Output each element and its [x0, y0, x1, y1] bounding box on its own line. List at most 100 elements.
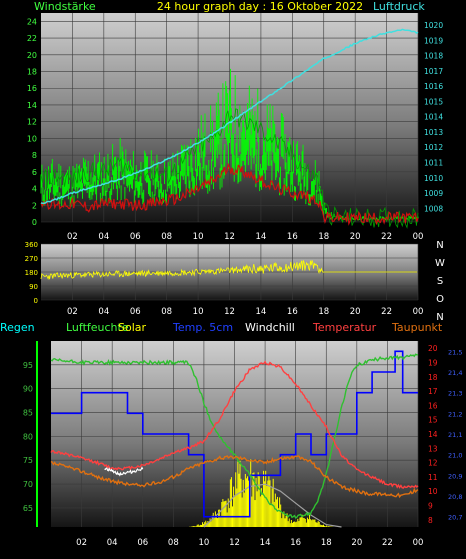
pressure-line — [40, 28, 419, 204]
legend-temperatur: Temperatur — [312, 321, 377, 334]
x-tick-label-2-10: 10 — [199, 538, 210, 548]
compass-label-0: N — [436, 240, 443, 251]
x-tick-label-1-04: 04 — [98, 307, 109, 317]
temperatur-line — [50, 360, 419, 489]
x-tick-label-0-08: 08 — [161, 232, 172, 242]
data-series — [40, 28, 419, 528]
compass-label-1: W — [435, 258, 445, 269]
x-tick-label-0-10: 10 — [193, 232, 204, 242]
legend-windchill: Windchill — [245, 321, 295, 334]
x-tick-label-0-12: 12 — [224, 232, 235, 242]
x-tick-label-0-20: 20 — [350, 232, 361, 242]
wind-axis-label: Windstärke — [34, 0, 96, 13]
wind-tick-0: 0 — [32, 218, 37, 227]
temp5cm-tick-21.1: 21,1 — [448, 431, 462, 439]
wind-tick-16: 16 — [27, 84, 37, 93]
compass-label-4: N — [436, 312, 443, 323]
humidity-line — [50, 353, 418, 519]
x-tick-label-1-22: 22 — [381, 307, 392, 317]
temperature-tick-12: 12 — [428, 459, 438, 468]
x-tick-label-2-14: 14 — [260, 538, 271, 548]
x-tick-label-1-16: 16 — [287, 307, 298, 317]
pressure-tick-1020: 1020 — [424, 21, 443, 30]
temp5cm-tick-21.5: 21,5 — [448, 348, 462, 356]
temperature-tick-13: 13 — [428, 444, 438, 453]
x-tick-label-0-22: 22 — [381, 232, 392, 242]
temperature-tick-15: 15 — [428, 416, 438, 425]
x-tick-label-2-12: 12 — [229, 538, 240, 548]
wind-gust-line — [40, 108, 419, 229]
temperature-tick-14: 14 — [428, 430, 438, 439]
x-tick-label-1-10: 10 — [193, 307, 204, 317]
pressure-tick-1018: 1018 — [424, 52, 443, 61]
wind-tick-12: 12 — [27, 118, 37, 127]
x-tick-label-0-06: 06 — [130, 232, 141, 242]
wind-tick-10: 10 — [27, 134, 37, 143]
pressure-axis-label: Luftdruck — [373, 0, 425, 13]
x-tick-label-2-22: 22 — [382, 538, 393, 548]
pressure-tick-1011: 1011 — [424, 159, 443, 168]
x-tick-label-2-04: 04 — [107, 538, 118, 548]
pressure-tick-1016: 1016 — [424, 82, 443, 91]
wind-tick-6: 6 — [32, 168, 37, 177]
temperature-tick-11: 11 — [428, 473, 438, 482]
x-tick-label-0-02: 02 — [67, 232, 78, 242]
temp5cm-line — [51, 350, 418, 518]
solar-theoretical-line — [203, 483, 342, 528]
wind-tick-20: 20 — [27, 51, 37, 60]
direction-tick-90: 90 — [29, 283, 38, 291]
pressure-tick-1019: 1019 — [424, 36, 443, 45]
x-tick-label-2-18: 18 — [321, 538, 332, 548]
x-tick-label-0-00: 00 — [413, 232, 424, 242]
pressure-tick-1008: 1008 — [424, 204, 443, 213]
pressure-tick-1014: 1014 — [424, 113, 443, 122]
humidity-tick-90: 90 — [23, 385, 33, 394]
x-tick-label-2-20: 20 — [351, 538, 362, 548]
temp5cm-tick-21.2: 21,2 — [448, 410, 462, 418]
compass-label-3: O — [436, 294, 444, 305]
temperature-tick-10: 10 — [428, 487, 438, 496]
direction-tick-270: 270 — [25, 255, 38, 263]
x-tick-label-0-04: 04 — [98, 232, 109, 242]
pressure-tick-1010: 1010 — [424, 174, 443, 183]
x-tick-label-0-14: 14 — [256, 232, 267, 242]
x-tick-label-2-08: 08 — [168, 538, 179, 548]
taupunkt-line — [50, 455, 419, 499]
x-tick-label-1-02: 02 — [67, 307, 78, 317]
humidity-tick-70: 70 — [23, 480, 33, 489]
wind-tick-22: 22 — [27, 34, 37, 43]
x-tick-label-2-00: 00 — [413, 538, 424, 548]
temperature-tick-18: 18 — [428, 373, 438, 382]
x-tick-label-2-06: 06 — [137, 538, 148, 548]
temp5cm-tick-20.9: 20,9 — [448, 472, 462, 480]
x-tick-label-1-00: 00 — [413, 307, 424, 317]
pressure-tick-1015: 1015 — [424, 97, 443, 106]
x-tick-label-1-20: 20 — [350, 307, 361, 317]
x-tick-label-0-18: 18 — [318, 232, 329, 242]
temp5cm-tick-20.7: 20,7 — [448, 514, 462, 522]
direction-tick-360: 360 — [25, 241, 38, 249]
wind-tick-4: 4 — [32, 185, 37, 194]
wind-tick-24: 24 — [27, 17, 37, 26]
direction-tick-0: 0 — [34, 297, 38, 305]
temperature-tick-8: 8 — [428, 516, 433, 525]
temp5cm-tick-21.4: 21,4 — [448, 369, 462, 377]
humidity-tick-65: 65 — [23, 504, 33, 513]
temp5cm-tick-20.8: 20,8 — [448, 493, 462, 501]
x-tick-label-1-12: 12 — [224, 307, 235, 317]
wind-tick-8: 8 — [32, 151, 37, 160]
legend-temp5cm: Temp. 5cm — [172, 321, 233, 334]
grid-lines — [41, 13, 419, 527]
compass-label-2: S — [437, 276, 443, 287]
temp5cm-tick-21.3: 21,3 — [448, 390, 462, 398]
legend-solar: Solar — [118, 321, 147, 334]
temperature-tick-17: 17 — [428, 387, 438, 396]
x-tick-label-1-06: 06 — [130, 307, 141, 317]
legend-regen: Regen — [0, 321, 35, 334]
temp5cm-tick-21: 21,0 — [448, 452, 462, 460]
x-tick-label-1-14: 14 — [256, 307, 267, 317]
temperature-tick-20: 20 — [428, 344, 438, 353]
